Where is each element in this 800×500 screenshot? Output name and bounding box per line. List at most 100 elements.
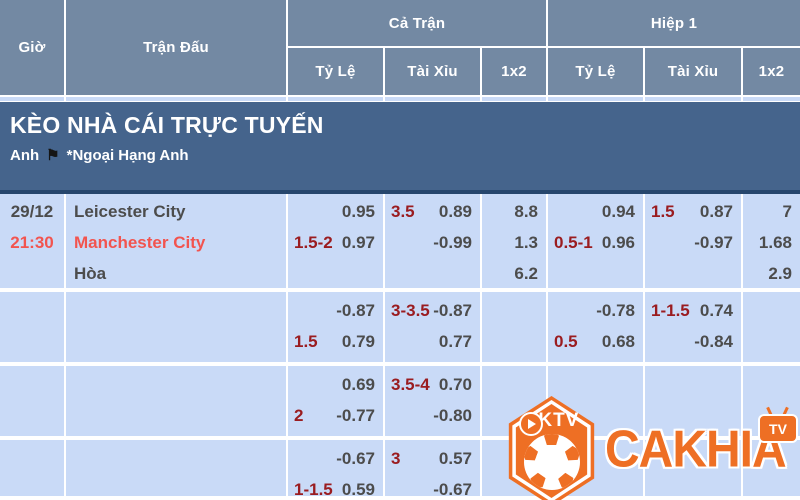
odds-value[interactable]: 0.69: [341, 375, 375, 394]
odds-value[interactable]: 0.57: [438, 449, 472, 468]
odds-value[interactable]: -0.77: [336, 406, 375, 425]
h1-overunder-cell: [645, 366, 741, 436]
section-title: KÈO NHÀ CÁI TRỰC TUYẾN: [10, 112, 324, 138]
handicap: 1.5-2: [294, 233, 333, 252]
away-team: Manchester City: [74, 233, 206, 252]
ft-overunder-cell[interactable]: 3 0.57 -0.67: [385, 440, 480, 496]
header-h1-odds: Tỷ Lệ: [548, 48, 643, 95]
odds-value[interactable]: 1.3: [514, 233, 538, 252]
odds-value[interactable]: 0.77: [438, 332, 472, 351]
odds-value[interactable]: -0.84: [694, 332, 733, 351]
odds-value[interactable]: 6.2: [514, 264, 538, 283]
odds-value[interactable]: -0.67: [336, 449, 375, 468]
handicap: 3-3.5: [391, 301, 430, 320]
odds-value[interactable]: 2.9: [768, 264, 792, 283]
odds-value[interactable]: 0.70: [438, 375, 472, 394]
h1-1x2-cell: [743, 366, 800, 436]
flag-icon: ⚑: [46, 147, 60, 164]
league-row[interactable]: Anh ⚑ *Ngoại Hạng Anh: [10, 147, 800, 164]
h1-1x2-cell: [743, 292, 800, 362]
header-ft-overunder: Tài Xỉu: [385, 48, 480, 95]
header-time: Giờ: [0, 0, 64, 95]
match-kickoff: 21:30: [10, 233, 54, 252]
odds-value[interactable]: -0.87: [336, 301, 375, 320]
ft-handicap-cell[interactable]: -0.67 1-1.5 0.59: [288, 440, 383, 496]
ft-1x2-cell[interactable]: 8.8 1.3 6.2: [482, 194, 546, 288]
home-team: Leicester City: [74, 202, 186, 221]
ft-overunder-cell[interactable]: 3-3.5 -0.87 0.77: [385, 292, 480, 362]
odds-value[interactable]: -0.80: [433, 406, 472, 425]
odds-value[interactable]: -0.67: [433, 480, 472, 496]
ft-overunder-cell[interactable]: 3.5-4 0.70 -0.80: [385, 366, 480, 436]
league-name: *Ngoại Hạng Anh: [66, 147, 189, 164]
ft-1x2-cell: [482, 440, 546, 496]
match-teams-cell: [66, 292, 286, 362]
h1-handicap-cell[interactable]: -0.78 0.5 0.68: [548, 292, 643, 362]
match-time-cell: [0, 292, 64, 362]
odds-value[interactable]: 0.97: [341, 233, 375, 252]
draw-label: Hòa: [74, 264, 107, 283]
header-group-halftime: Hiệp 1: [548, 0, 800, 46]
match-teams-cell: [66, 440, 286, 496]
odds-value[interactable]: 0.96: [601, 233, 635, 252]
odds-value[interactable]: 0.68: [601, 332, 635, 351]
handicap: 2: [294, 406, 304, 425]
h1-overunder-cell: [645, 440, 741, 496]
h1-handicap-cell: [548, 366, 643, 436]
odds-value[interactable]: 0.94: [601, 202, 635, 221]
odds-value[interactable]: -0.99: [433, 233, 472, 252]
match-teams-cell: [66, 366, 286, 436]
handicap: 3.5: [391, 202, 415, 221]
grid-strip: [0, 97, 800, 101]
odds-value[interactable]: 0.74: [699, 301, 733, 320]
ft-1x2-cell: [482, 366, 546, 436]
header-ft-odds: Tỷ Lệ: [288, 48, 383, 95]
odds-value[interactable]: 0.87: [699, 202, 733, 221]
handicap: 1.5: [294, 332, 318, 351]
table-row: -0.87 1.5 0.79 3-3.5 -0.87 0.77 -0.78 0.5 0…: [0, 292, 800, 362]
header-ft-1x2: 1x2: [482, 48, 546, 95]
header-h1-overunder: Tài Xỉu: [645, 48, 741, 95]
ft-1x2-cell: [482, 292, 546, 362]
country-label: Anh: [10, 147, 40, 164]
handicap: 1-1.5: [651, 301, 690, 320]
odds-value[interactable]: -0.87: [433, 301, 472, 320]
ft-handicap-cell[interactable]: 0.69 2 -0.77: [288, 366, 383, 436]
table-row: -0.67 1-1.5 0.59 3 0.57 -0.67: [0, 440, 800, 496]
handicap: 0.5-1: [554, 233, 593, 252]
ft-handicap-cell[interactable]: 0.95 1.5-2 0.97: [288, 194, 383, 288]
odds-value[interactable]: 0.89: [438, 202, 472, 221]
odds-value[interactable]: 0.59: [341, 480, 375, 496]
odds-value[interactable]: -0.97: [694, 233, 733, 252]
header-group-fulltime: Cả Trận: [288, 0, 546, 46]
match-teams-cell: Leicester City Manchester City Hòa: [66, 194, 286, 288]
table-row: 0.69 2 -0.77 3.5-4 0.70 -0.80: [0, 366, 800, 436]
handicap: 3.5-4: [391, 375, 430, 394]
odds-value[interactable]: 0.79: [341, 332, 375, 351]
h1-handicap-cell: [548, 440, 643, 496]
odds-value[interactable]: 1.68: [758, 233, 792, 252]
header-h1-1x2: 1x2: [743, 48, 800, 95]
match-date: 29/12: [10, 202, 54, 221]
h1-overunder-cell[interactable]: 1-1.5 0.74 -0.84: [645, 292, 741, 362]
handicap: 3: [391, 449, 401, 468]
h1-1x2-cell: [743, 440, 800, 496]
match-time-cell: [0, 440, 64, 496]
odds-table-header: Giờ Trận Đấu Cả Trận Hiệp 1 Tỷ Lệ Tài Xỉ…: [0, 0, 800, 95]
h1-handicap-cell[interactable]: 0.94 0.5-1 0.96: [548, 194, 643, 288]
table-row: 29/12 21:30 Leicester City Manchester Ci…: [0, 194, 800, 288]
section-banner: KÈO NHÀ CÁI TRỰC TUYẾN Anh ⚑ *Ngoại Hạng…: [0, 102, 800, 194]
odds-value[interactable]: 8.8: [514, 202, 538, 221]
ft-overunder-cell[interactable]: 3.5 0.89 -0.99: [385, 194, 480, 288]
handicap: 1.5: [651, 202, 675, 221]
handicap: 1-1.5: [294, 480, 333, 496]
h1-1x2-cell[interactable]: 7 1.68 2.9: [743, 194, 800, 288]
odds-value[interactable]: 7: [782, 202, 792, 221]
ft-handicap-cell[interactable]: -0.87 1.5 0.79: [288, 292, 383, 362]
odds-value[interactable]: -0.78: [596, 301, 635, 320]
handicap: 0.5: [554, 332, 578, 351]
h1-overunder-cell[interactable]: 1.5 0.87 -0.97: [645, 194, 741, 288]
odds-value[interactable]: 0.95: [341, 202, 375, 221]
match-time-cell: 29/12 21:30: [0, 194, 64, 288]
